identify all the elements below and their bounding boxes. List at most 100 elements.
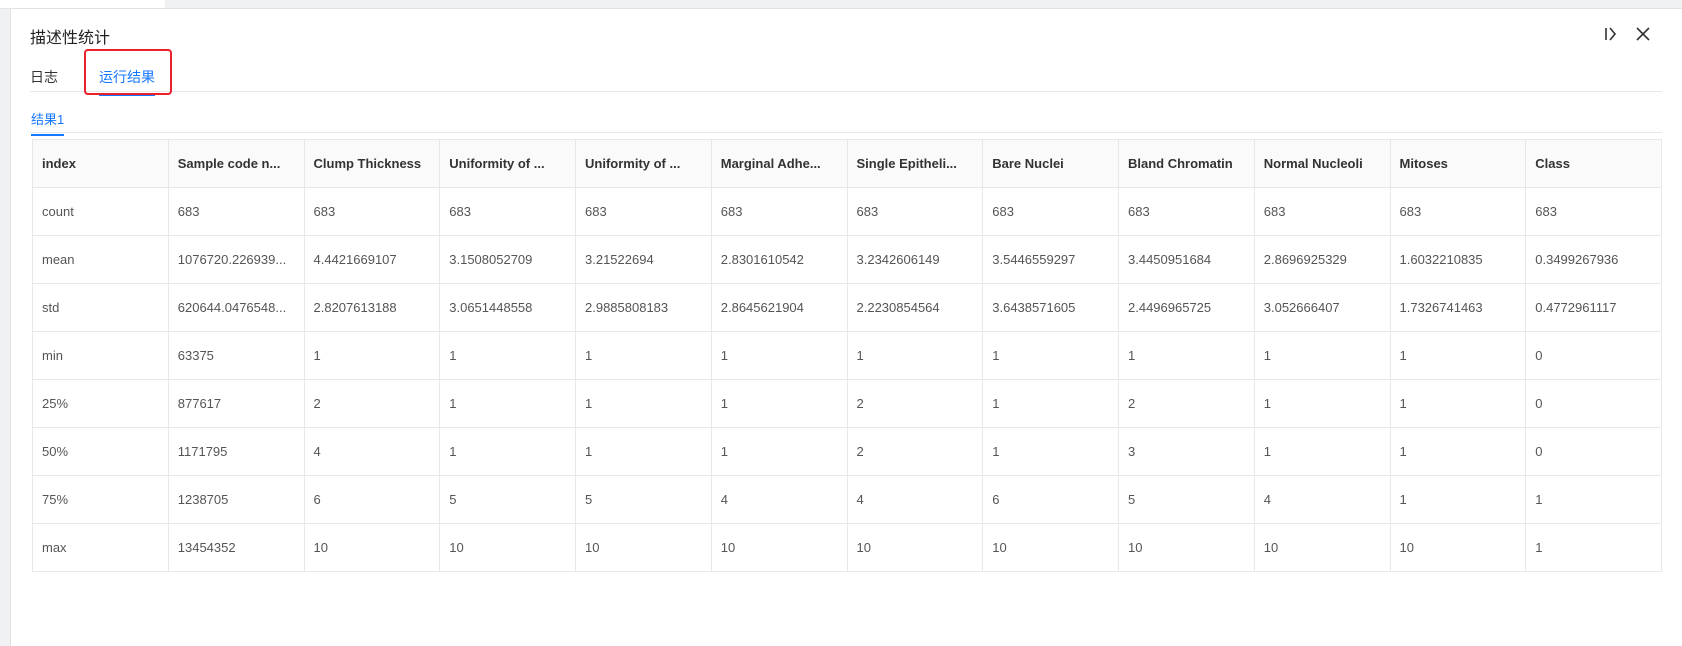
column-header[interactable]: Single Epitheli... [846, 139, 984, 188]
table-cell: 1 [575, 427, 712, 476]
stats-table: index Sample code n... Clump Thickness Unif… [32, 139, 1662, 572]
table-cell: 1.6032210835 [1389, 235, 1527, 284]
table-cell: 10 [982, 523, 1119, 572]
table-cell: 1 [303, 331, 441, 380]
table-row: min 63375 1 1 1 1 1 1 1 1 1 0 [32, 331, 1662, 380]
table-cell: 0 [1525, 379, 1662, 428]
table-cell: 1238705 [167, 475, 305, 524]
result-subtabs: 结果1 [30, 101, 1662, 136]
column-header[interactable]: Class [1525, 139, 1662, 188]
table-cell: 1 [982, 427, 1119, 476]
table-cell: 0 [1525, 331, 1662, 380]
table-cell: 75% [32, 475, 169, 524]
table-cell: 3 [1118, 427, 1255, 476]
table-cell: 1 [1525, 475, 1662, 524]
subtab-result-1[interactable]: 结果1 [31, 109, 65, 136]
table-cell: 1 [710, 379, 848, 428]
table-row: mean 1076720.226939... 4.4421669107 3.15080… [32, 235, 1662, 284]
panel-toolbar [1602, 25, 1652, 43]
table-cell: 10 [1253, 523, 1391, 572]
table-cell: 2.2230854564 [846, 283, 984, 332]
table-cell: 4 [1253, 475, 1391, 524]
main-tabs: 日志 运行结果 [30, 57, 1662, 96]
table-cell: 1.7326741463 [1389, 283, 1527, 332]
table-cell: 683 [1525, 187, 1662, 236]
table-cell: 1 [1389, 475, 1527, 524]
table-cell: 3.0651448558 [439, 283, 576, 332]
table-cell: std [32, 283, 169, 332]
table-cell: 683 [982, 187, 1119, 236]
table-cell: min [32, 331, 169, 380]
column-header[interactable]: Sample code n... [167, 139, 305, 188]
column-header[interactable]: Clump Thickness [303, 139, 441, 188]
tab-run-results[interactable]: 运行结果 [99, 69, 155, 96]
table-header-row: index Sample code n... Clump Thickness Unif… [32, 139, 1662, 188]
table-cell: 1 [982, 331, 1119, 380]
panel-title: 描述性统计 [30, 30, 111, 47]
table-cell: 10 [575, 523, 712, 572]
column-header[interactable]: Marginal Adhe... [710, 139, 848, 188]
table-cell: 3.1508052709 [439, 235, 576, 284]
collapse-panel-icon[interactable] [1602, 25, 1620, 43]
table-row: std 620644.0476548... 2.8207613188 3.065144… [32, 283, 1662, 332]
table-cell: 2.4496965725 [1118, 283, 1255, 332]
table-cell: 0.3499267936 [1525, 235, 1662, 284]
table-cell: 4 [710, 475, 848, 524]
table-cell: 2 [303, 379, 441, 428]
table-cell: 683 [1389, 187, 1527, 236]
table-cell: 1 [1118, 331, 1255, 380]
table-row: 50% 1171795 4 1 1 1 2 1 3 1 1 0 [32, 427, 1662, 476]
table-cell: 0.4772961117 [1525, 283, 1662, 332]
table-cell: 1 [1253, 331, 1391, 380]
table-cell: 1 [1253, 379, 1391, 428]
table-cell: 1 [439, 427, 576, 476]
table-cell: 1 [1389, 379, 1527, 428]
table-cell: 10 [846, 523, 984, 572]
table-cell: 1 [1389, 427, 1527, 476]
table-cell: 4.4421669107 [303, 235, 441, 284]
table-cell: 50% [32, 427, 169, 476]
column-header[interactable]: index [32, 139, 169, 188]
table-cell: 683 [1253, 187, 1391, 236]
column-header[interactable]: Bland Chromatin [1118, 139, 1255, 188]
table-cell: 1 [575, 379, 712, 428]
table-cell: 13454352 [167, 523, 305, 572]
table-cell: 5 [575, 475, 712, 524]
column-header[interactable]: Uniformity of ... [575, 139, 712, 188]
table-cell: 3.2342606149 [846, 235, 984, 284]
table-cell: 1 [846, 331, 984, 380]
table-cell: 1 [710, 427, 848, 476]
table-cell: 3.4450951684 [1118, 235, 1255, 284]
table-cell: 6 [303, 475, 441, 524]
table-cell: 10 [439, 523, 576, 572]
table-cell: count [32, 187, 169, 236]
table-cell: 877617 [167, 379, 305, 428]
table-cell: 10 [710, 523, 848, 572]
tab-log[interactable]: 日志 [30, 69, 58, 85]
table-cell: 5 [1118, 475, 1255, 524]
column-header[interactable]: Mitoses [1389, 139, 1527, 188]
table-cell: 683 [303, 187, 441, 236]
table-cell: 25% [32, 379, 169, 428]
column-header[interactable]: Bare Nuclei [982, 139, 1119, 188]
table-cell: 2.8696925329 [1253, 235, 1391, 284]
table-cell: 0 [1525, 427, 1662, 476]
table-cell: 10 [1389, 523, 1527, 572]
table-cell: 620644.0476548... [167, 283, 305, 332]
column-header[interactable]: Uniformity of ... [439, 139, 576, 188]
close-icon[interactable] [1634, 25, 1652, 43]
table-row: 75% 1238705 6 5 5 4 4 6 5 4 1 1 [32, 475, 1662, 524]
table-cell: 2.9885808183 [575, 283, 712, 332]
table-cell: 2 [846, 427, 984, 476]
column-header[interactable]: Normal Nucleoli [1253, 139, 1391, 188]
table-cell: 683 [439, 187, 576, 236]
table-cell: 1 [439, 379, 576, 428]
table-cell: mean [32, 235, 169, 284]
table-cell: 1 [575, 331, 712, 380]
table-cell: 10 [1118, 523, 1255, 572]
table-cell: 1 [1253, 427, 1391, 476]
table-cell: 1 [1389, 331, 1527, 380]
table-cell: 683 [575, 187, 712, 236]
table-cell: 2 [1118, 379, 1255, 428]
descriptive-stats-panel: 描述性统计 日志 运行结果 结果1 index Sample code n... C… [10, 8, 1682, 646]
